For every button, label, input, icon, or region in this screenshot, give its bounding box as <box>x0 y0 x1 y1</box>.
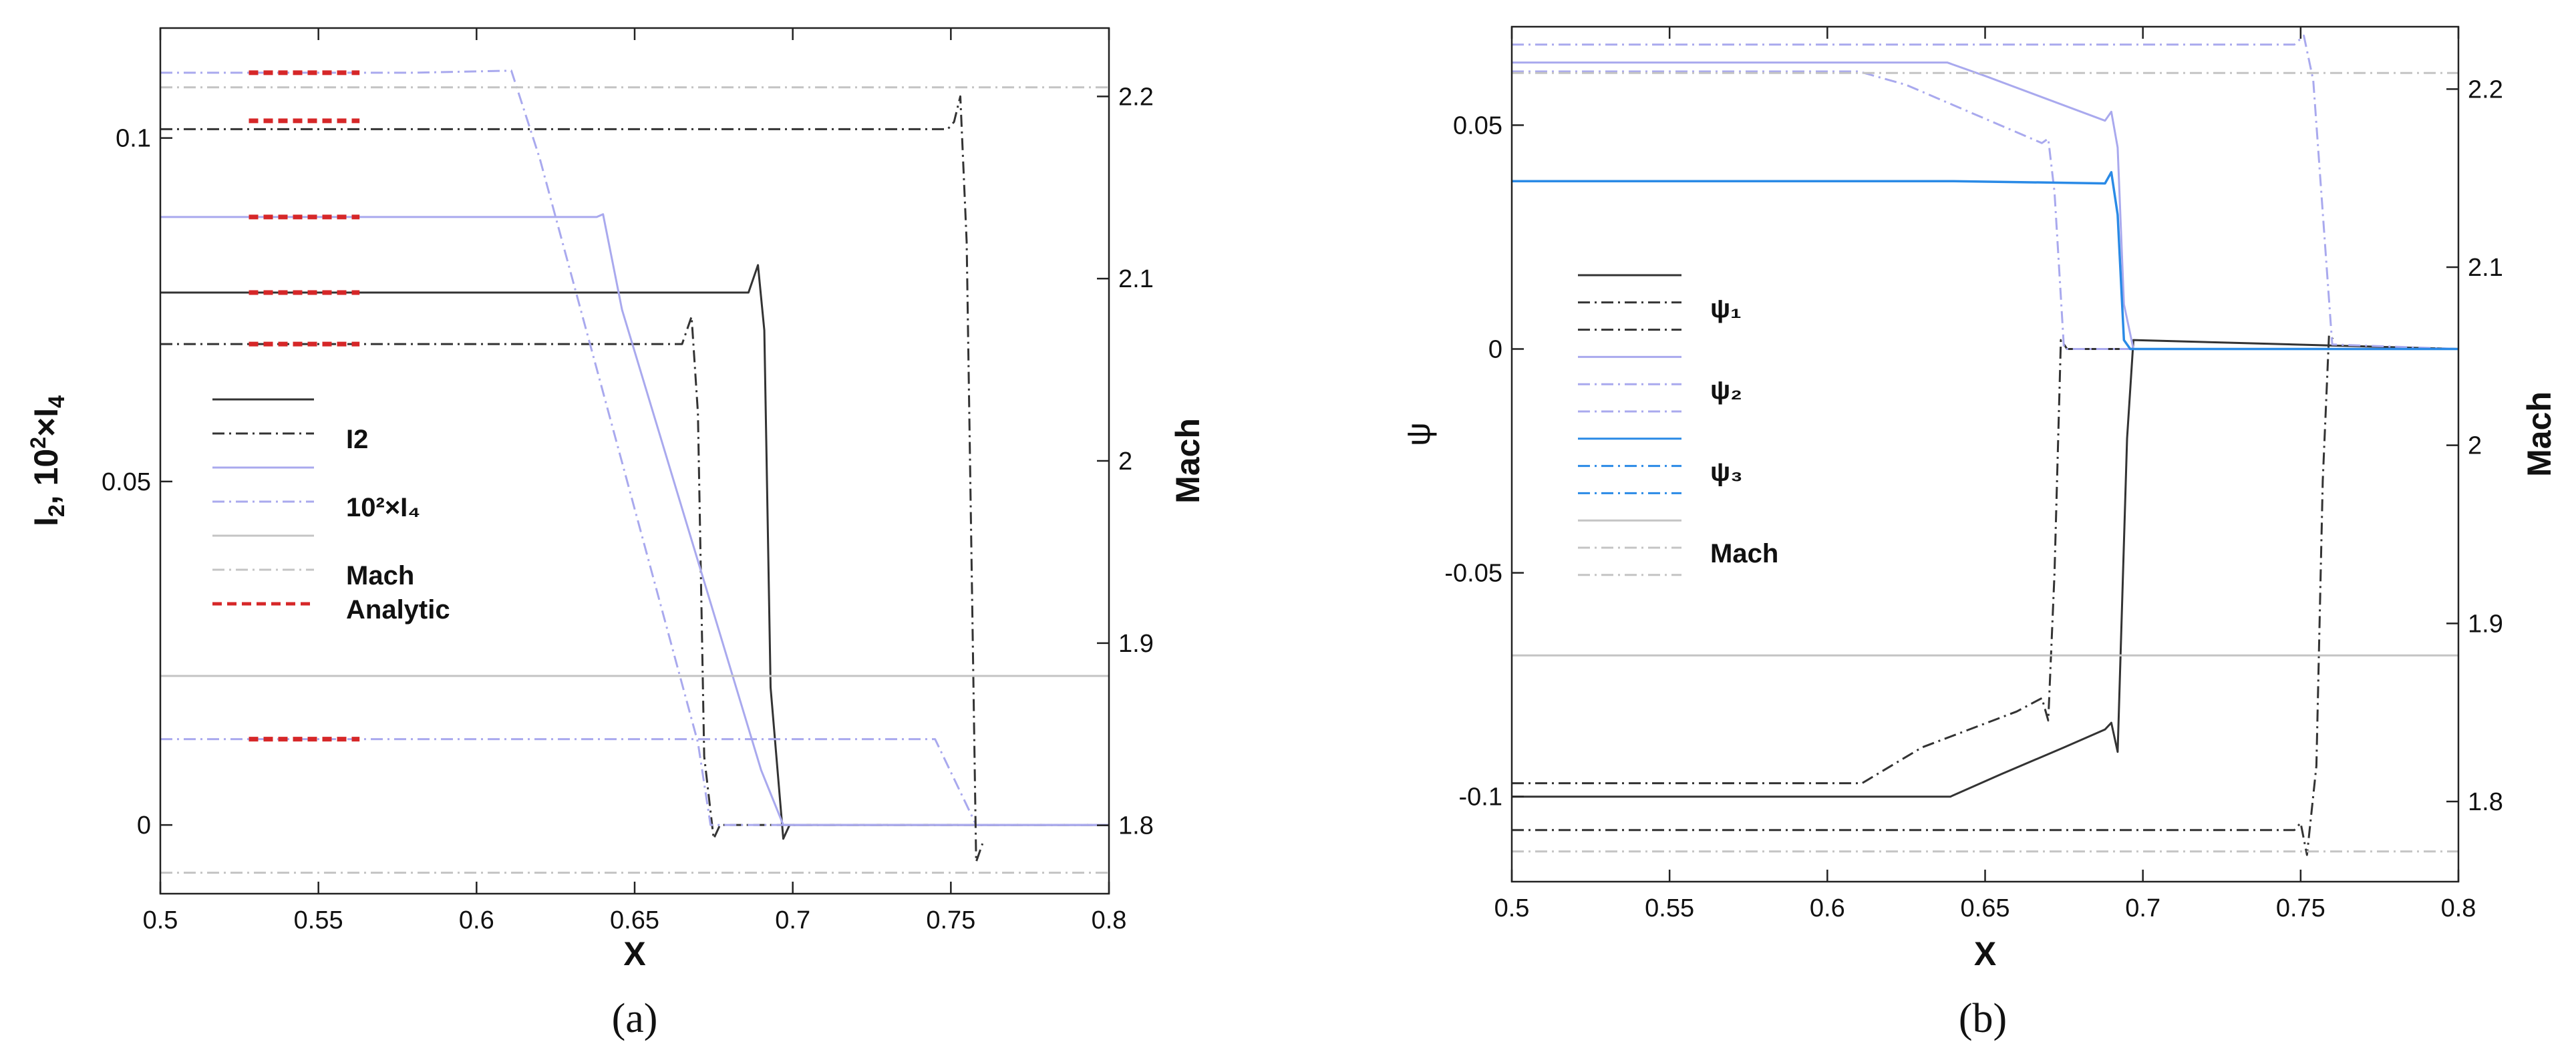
chart-b-x-tick-label-0: 0.5 <box>1494 894 1530 922</box>
chart-b-series-line-0 <box>1512 339 2459 798</box>
chart-a-x-ticks: 0.5 0.55 0.6 0.65 0.7 0.75 0.8 <box>143 28 1127 934</box>
chart-a-series-layer <box>160 69 1109 874</box>
chart-a-right-y-tick-label-1: 1.9 <box>1118 630 1154 658</box>
chart-a-caption: (a) <box>612 996 658 1041</box>
chart-a-ylabel-sub2: 4 <box>44 395 69 408</box>
chart-b-left-y-tick-label-3: 0.05 <box>1453 112 1502 140</box>
chart-a-x-tick-label-1: 0.55 <box>294 906 343 934</box>
chart-a-x-axis-label: X <box>623 935 645 973</box>
chart-a-ylabel-base: I <box>27 517 65 526</box>
chart-b-x-tick-label-1: 0.55 <box>1645 894 1694 922</box>
chart-b-x-tick-label-2: 0.6 <box>1810 894 1845 922</box>
chart-a-left-y-tick-label-2: 0.1 <box>116 125 151 153</box>
chart-a-legend-label-6: Analytic <box>346 595 450 625</box>
chart-b-series-line-3 <box>1512 61 2458 350</box>
chart-b-series-line-5 <box>1512 34 2459 350</box>
chart-a-ylabel-mul: ×I <box>27 408 65 437</box>
chart-b-series-line-6 <box>1512 171 2458 351</box>
chart-a-frame <box>159 27 1110 895</box>
chart-b-caption: (b) <box>1959 996 2007 1041</box>
chart-a-x-tick-label-4: 0.7 <box>775 906 810 934</box>
chart-b-x-ticks: 0.5 0.55 0.6 0.65 0.7 0.75 0.8 <box>1494 27 2476 922</box>
chart-b-x-tick-label-3: 0.65 <box>1961 894 2010 922</box>
chart-a-series-line-2 <box>160 213 1109 826</box>
chart-a-right-y-tick-label-4: 2.2 <box>1118 83 1154 111</box>
chart-panel-a: 0.5 0.55 0.6 0.65 0.7 0.75 0.8 0 0.05 0.1 1.8 1.9… <box>26 27 1206 1041</box>
chart-b-right-y-tick-label-1: 1.9 <box>2468 610 2503 638</box>
chart-a-ylabel-sub: 2 <box>44 504 69 517</box>
chart-b-x-tick-label-5: 0.75 <box>2276 894 2325 922</box>
chart-b-x-tick-label-4: 0.7 <box>2125 894 2160 922</box>
chart-a-right-y-tick-label-2: 2 <box>1118 448 1132 476</box>
chart-a-right-y-tick-label-0: 1.8 <box>1118 812 1154 840</box>
chart-b-series-line-1 <box>1512 339 2458 785</box>
chart-b-right-y-tick-label-0: 1.8 <box>2468 788 2503 816</box>
chart-a-x-tick-label-5: 0.75 <box>926 906 975 934</box>
chart-a-series-line-5 <box>160 95 984 863</box>
chart-a-series-line-1 <box>160 315 1109 840</box>
chart-b-legend-label-4: ψ₂ <box>1710 375 1742 405</box>
chart-a-x-tick-label-3: 0.65 <box>610 906 659 934</box>
chart-a-right-y-tick-label-3: 2.1 <box>1118 265 1154 293</box>
chart-a-series-line-3 <box>160 69 1109 826</box>
chart-a-legend: I2 10²×I₄ Mach Analytic <box>212 398 450 625</box>
chart-a-left-y-axis-label: I2, 102×I4 <box>26 395 69 526</box>
chart-b-series-line-2 <box>1512 333 2336 856</box>
chart-a-series-line-0 <box>160 264 1109 840</box>
chart-b-series-layer <box>1512 34 2459 856</box>
chart-a-series-line-4 <box>160 738 1109 826</box>
chart-a-left-y-tick-label-0: 0 <box>137 812 151 840</box>
chart-b-frame <box>1510 25 2460 883</box>
chart-b-left-y-tick-label-0: -0.1 <box>1459 783 1502 812</box>
chart-b-right-y-ticks: 1.8 1.9 2 2.1 2.2 <box>2446 75 2503 816</box>
chart-b-left-y-tick-label-2: 0 <box>1488 336 1502 364</box>
chart-a-right-y-axis-label: Mach <box>1169 418 1206 504</box>
chart-panel-b: 0.5 0.55 0.6 0.65 0.7 0.75 0.8 -0.1-0.0500.05 … <box>1400 25 2558 1041</box>
chart-b-x-tick-label-6: 0.8 <box>2441 894 2476 922</box>
chart-b-right-y-tick-label-2: 2 <box>2468 432 2482 460</box>
chart-b-left-y-axis-label: ψ <box>1400 422 1437 446</box>
chart-a-x-tick-label-2: 0.6 <box>459 906 494 934</box>
chart-a-legend-label-5: Mach <box>346 561 414 590</box>
chart-a-ylabel-sup: 2 <box>26 437 50 449</box>
chart-a-right-y-ticks: 1.8 1.9 2 2.1 2.2 <box>1097 83 1154 840</box>
chart-a-ylabel-mid: , 10 <box>27 449 65 504</box>
chart-a-x-tick-label-6: 0.8 <box>1092 906 1127 934</box>
chart-b-legend-label-7: ψ₃ <box>1710 458 1743 487</box>
chart-b-legend-label-10: Mach <box>1710 539 1778 568</box>
chart-b-right-y-axis-label: Mach <box>2521 391 2558 477</box>
chart-b-right-y-tick-label-3: 2.1 <box>2468 254 2503 282</box>
chart-a-left-y-ticks: 0 0.05 0.1 <box>102 125 172 840</box>
chart-a-left-y-tick-label-1: 0.05 <box>102 468 151 496</box>
chart-b-legend-label-1: ψ₁ <box>1710 294 1742 323</box>
chart-a-x-tick-label-0: 0.5 <box>143 906 178 934</box>
chart-b-left-y-ticks: -0.1 -0.05 0 0.05 <box>1444 112 1524 812</box>
chart-a-legend-label-1: I2 <box>346 425 368 454</box>
chart-a-legend-label-3: 10²×I₄ <box>346 493 420 522</box>
chart-b-x-axis-label: X <box>1974 935 1996 973</box>
chart-b-legend: ψ₁ ψ₂ ψ₃ Mach <box>1578 274 1778 576</box>
chart-b-right-y-tick-label-4: 2.2 <box>2468 75 2503 104</box>
chart-b-left-y-tick-label-1: -0.05 <box>1444 560 1502 588</box>
